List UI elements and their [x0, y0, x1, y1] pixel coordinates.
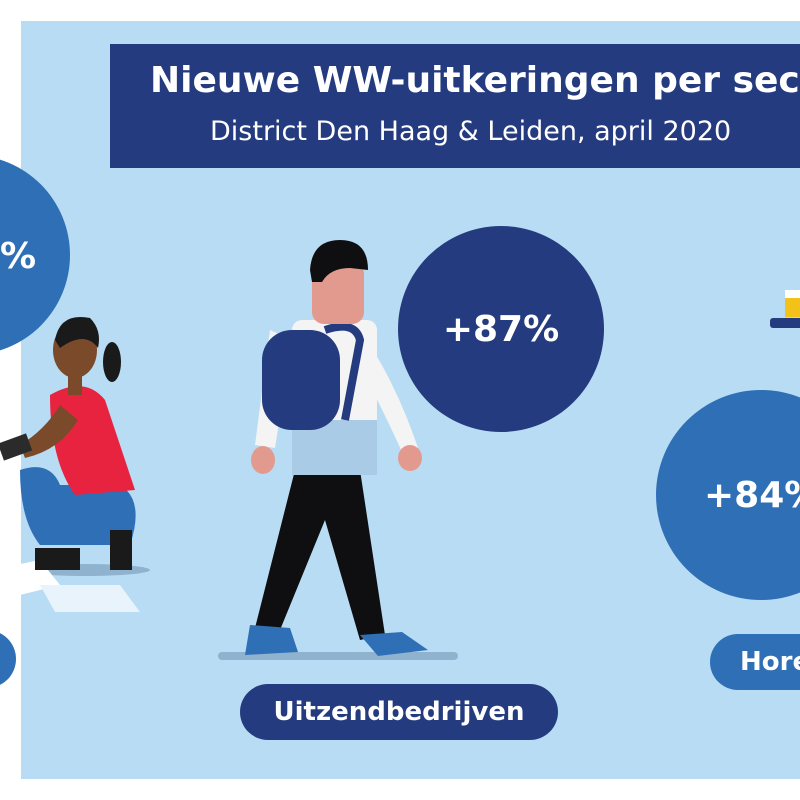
tray-illustration: [770, 290, 800, 328]
walking-man-illustration: [218, 240, 458, 660]
sector-bubble-uitzendbedrijven: +87%: [398, 226, 604, 432]
page-title: Nieuwe WW-uitkeringen per sect: [150, 60, 800, 101]
title-banner: Nieuwe WW-uitkeringen per sect District …: [110, 44, 800, 168]
sector-value-horeca: +84%: [704, 474, 800, 516]
sector-value-uitzendbedrijven: +87%: [442, 308, 560, 350]
kneeling-worker-illustration: [0, 316, 150, 612]
sector-label-horeca: Hore: [710, 634, 800, 690]
sector-value-left: %: [0, 236, 37, 277]
sector-label-uitzendbedrijven: Uitzendbedrijven: [240, 684, 558, 740]
sector-bubble-left: [0, 159, 70, 351]
page-subtitle: District Den Haag & Leiden, april 2020: [210, 116, 732, 147]
sector-label-left: [0, 630, 16, 688]
